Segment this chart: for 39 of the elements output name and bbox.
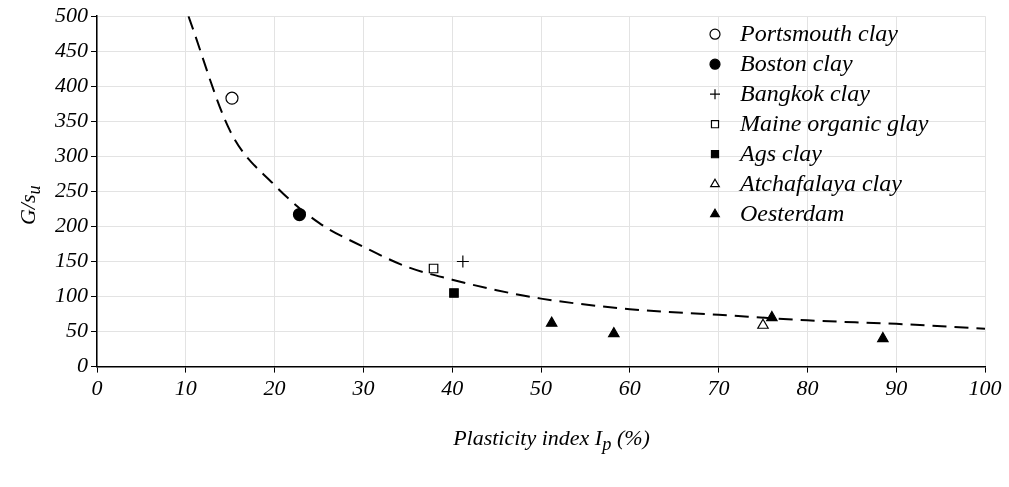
legend-label: Maine organic glay bbox=[739, 109, 929, 136]
y-tick-label: 100 bbox=[55, 282, 88, 308]
x-tick-label: 90 bbox=[885, 374, 908, 400]
legend-label: Boston clay bbox=[740, 49, 853, 76]
point bbox=[225, 91, 239, 105]
point bbox=[545, 316, 558, 327]
line-series bbox=[187, 16, 985, 330]
y-tick-label: 500 bbox=[55, 1, 88, 27]
y-tick-label: 400 bbox=[55, 72, 88, 98]
legend-label: Ags clay bbox=[738, 139, 823, 166]
y-tick-label: 350 bbox=[54, 107, 88, 133]
x-tick-label: 60 bbox=[618, 374, 641, 400]
point bbox=[757, 318, 769, 329]
y-tick-label: 50 bbox=[66, 317, 88, 343]
point bbox=[608, 327, 620, 338]
point bbox=[877, 331, 889, 343]
x-tick-label: 40 bbox=[441, 374, 464, 400]
x-tick-label: 10 bbox=[174, 374, 197, 400]
point bbox=[449, 288, 459, 298]
x-axis-title: Plasticity index I$_{p}$ (%) bbox=[452, 425, 651, 456]
y-tick-label: 250 bbox=[55, 177, 88, 203]
y-tick-label: 450 bbox=[55, 37, 88, 63]
y-tick-label: 200 bbox=[55, 212, 88, 238]
legend-label: Atchafalaya clay bbox=[738, 169, 903, 196]
x-tick-label: 50 bbox=[530, 374, 552, 400]
legend-label: Portsmouth clay bbox=[739, 19, 899, 46]
y-tick-label: 300 bbox=[54, 142, 88, 168]
y-tick-label: 150 bbox=[55, 247, 88, 273]
point bbox=[456, 254, 470, 269]
x-tick-label: 70 bbox=[707, 374, 730, 400]
x-tick-label: 80 bbox=[796, 374, 819, 400]
point bbox=[292, 207, 307, 222]
x-tick-label: 20 bbox=[263, 374, 286, 400]
legend-label: Bangkok clay bbox=[740, 79, 871, 106]
y-tick-label: 0 bbox=[77, 352, 88, 378]
legend-label: Oesterdam bbox=[740, 199, 845, 226]
point bbox=[766, 310, 778, 322]
x-tick-label: 100 bbox=[968, 374, 1002, 400]
x-tick-label: 30 bbox=[351, 374, 375, 400]
